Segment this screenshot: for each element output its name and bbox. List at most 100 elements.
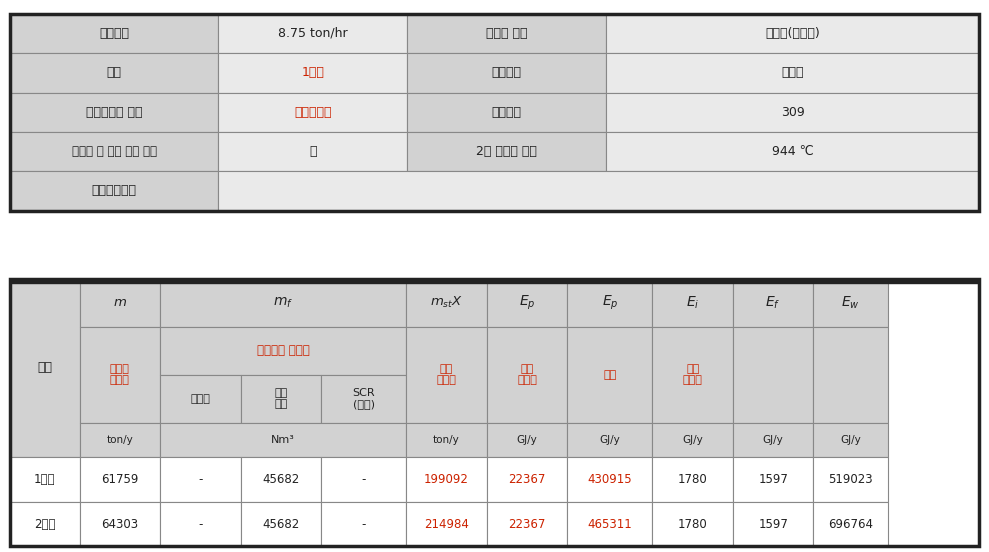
- Text: $\mathit{E}_\mathit{w}$: $\mathit{E}_\mathit{w}$: [842, 295, 860, 311]
- Bar: [160, 423, 406, 457]
- Bar: [406, 423, 487, 457]
- Text: 2차 연소실 온도: 2차 연소실 온도: [476, 145, 537, 158]
- Bar: [240, 375, 321, 423]
- Text: GJ/y: GJ/y: [599, 435, 620, 445]
- Text: 운전방식: 운전방식: [492, 66, 521, 79]
- Text: 944 ℃: 944 ℃: [771, 145, 813, 158]
- Bar: [80, 327, 160, 423]
- Text: 1597: 1597: [759, 473, 788, 486]
- Text: GJ/y: GJ/y: [682, 435, 703, 445]
- Text: 내화물 내 수관 설치 여부: 내화물 내 수관 설치 여부: [71, 145, 156, 158]
- Bar: [10, 93, 219, 132]
- Text: 유: 유: [309, 145, 316, 158]
- Text: 스팀
생산량: 스팀 생산량: [436, 364, 457, 385]
- Bar: [10, 502, 80, 546]
- Bar: [487, 279, 568, 327]
- Text: $\mathit{E}_\mathit{i}$: $\mathit{E}_\mathit{i}$: [686, 295, 699, 311]
- Text: 214984: 214984: [424, 518, 469, 530]
- Bar: [568, 457, 653, 502]
- Text: GJ/y: GJ/y: [763, 435, 783, 445]
- Text: 전기
사용량: 전기 사용량: [682, 364, 702, 385]
- Bar: [407, 93, 606, 132]
- Text: -: -: [198, 473, 203, 486]
- Text: -: -: [198, 518, 203, 530]
- Text: 1597: 1597: [759, 518, 788, 530]
- Text: 430915: 430915: [587, 473, 632, 486]
- Text: 연속식: 연속식: [781, 66, 804, 79]
- Text: 방지시설구성: 방지시설구성: [92, 184, 136, 198]
- Bar: [219, 132, 407, 171]
- Text: -: -: [361, 473, 366, 486]
- Bar: [10, 14, 219, 53]
- Bar: [10, 279, 979, 283]
- Bar: [160, 279, 406, 327]
- Bar: [406, 457, 487, 502]
- Bar: [733, 279, 813, 327]
- Text: 64303: 64303: [101, 518, 138, 530]
- Text: 1780: 1780: [677, 473, 707, 486]
- Bar: [606, 93, 979, 132]
- Bar: [487, 457, 568, 502]
- Text: $\mathit{m}_\mathit{f}$: $\mathit{m}_\mathit{f}$: [273, 295, 294, 310]
- Text: SCR
(승온): SCR (승온): [352, 388, 375, 410]
- Bar: [653, 327, 733, 423]
- Bar: [219, 171, 979, 210]
- Bar: [813, 502, 888, 546]
- Text: 309: 309: [780, 105, 804, 119]
- Text: 2호기: 2호기: [34, 518, 55, 530]
- Text: 폐기물
투입량: 폐기물 투입량: [110, 364, 130, 385]
- Bar: [240, 502, 321, 546]
- Text: 소각로 타입: 소각로 타입: [486, 27, 527, 40]
- Text: 전기
생산량: 전기 생산량: [517, 364, 537, 385]
- Bar: [407, 53, 606, 93]
- Text: Nm³: Nm³: [271, 435, 295, 445]
- Bar: [606, 14, 979, 53]
- Text: 45682: 45682: [262, 473, 300, 486]
- Bar: [568, 327, 653, 423]
- Bar: [406, 502, 487, 546]
- Text: 22367: 22367: [508, 473, 546, 486]
- Text: ton/y: ton/y: [433, 435, 460, 445]
- Text: $\mathit{E}_\mathit{p}$: $\mathit{E}_\mathit{p}$: [518, 294, 535, 312]
- Bar: [80, 279, 160, 327]
- Text: 465311: 465311: [587, 518, 632, 530]
- Text: 199092: 199092: [424, 473, 469, 486]
- Bar: [568, 279, 653, 327]
- Text: 시설용량: 시설용량: [99, 27, 130, 40]
- Text: 스토커(이동식): 스토커(이동식): [765, 27, 820, 40]
- Text: 스팀: 스팀: [603, 370, 616, 380]
- Text: 호기: 호기: [38, 361, 52, 374]
- Bar: [653, 457, 733, 502]
- Bar: [321, 457, 406, 502]
- Bar: [653, 279, 733, 327]
- Bar: [406, 327, 487, 423]
- Text: 가동일수: 가동일수: [492, 105, 521, 119]
- Bar: [406, 279, 487, 327]
- Text: 처리폐기물 종류: 처리폐기물 종류: [86, 105, 142, 119]
- Text: $\mathit{m}_{st}\mathit{X}$: $\mathit{m}_{st}\mathit{X}$: [430, 295, 463, 310]
- Bar: [80, 457, 160, 502]
- Bar: [813, 327, 888, 423]
- Text: 호기: 호기: [107, 66, 122, 79]
- Bar: [407, 132, 606, 171]
- Bar: [219, 14, 407, 53]
- Bar: [813, 457, 888, 502]
- Bar: [321, 502, 406, 546]
- Text: -: -: [361, 518, 366, 530]
- Bar: [813, 423, 888, 457]
- Bar: [733, 502, 813, 546]
- Bar: [80, 502, 160, 546]
- Bar: [160, 457, 240, 502]
- Bar: [813, 279, 888, 327]
- Bar: [568, 423, 653, 457]
- Text: 61759: 61759: [101, 473, 138, 486]
- Bar: [10, 279, 80, 457]
- Text: 45682: 45682: [262, 518, 300, 530]
- Bar: [653, 502, 733, 546]
- Text: m: m: [114, 296, 127, 309]
- Text: GJ/y: GJ/y: [516, 435, 537, 445]
- Text: $\mathit{E}_\mathit{f}$: $\mathit{E}_\mathit{f}$: [765, 295, 781, 311]
- Bar: [160, 327, 406, 375]
- Bar: [733, 423, 813, 457]
- Bar: [240, 457, 321, 502]
